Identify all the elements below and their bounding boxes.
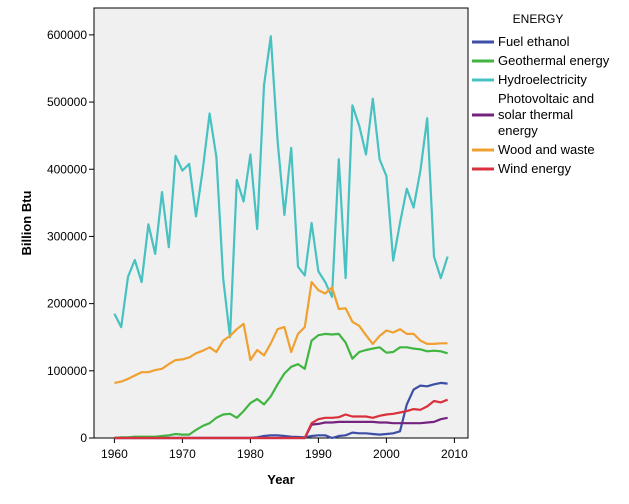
legend-label: energy: [498, 123, 538, 138]
x-tick-label: 1970: [169, 447, 196, 461]
legend-item-hydroelectricity: Hydroelectricity: [472, 72, 587, 87]
series-line-wind-energy: [114, 398, 449, 440]
legend: ENERGY Fuel ethanol Geothermal energy Hydr…: [472, 12, 610, 176]
y-tick-label: 400000: [47, 162, 87, 176]
x-tick-label: 1990: [305, 447, 332, 461]
series-line-hydroelectricity: [113, 35, 449, 339]
x-tick-label: 1980: [237, 447, 264, 461]
legend-title: ENERGY: [513, 12, 564, 26]
x-axis-title: Year: [267, 472, 294, 487]
legend-item-wind-energy: Wind energy: [472, 161, 571, 176]
series-lines: [113, 35, 449, 440]
legend-label: Fuel ethanol: [498, 34, 570, 49]
legend-item-geothermal-energy: Geothermal energy: [472, 53, 610, 68]
legend-label: Wood and waste: [498, 142, 595, 157]
y-tick-label: 500000: [47, 95, 87, 109]
legend-label: Geothermal energy: [498, 53, 610, 68]
legend-item-fuel-ethanol: Fuel ethanol: [472, 34, 570, 49]
series-line-geothermal-energy: [114, 332, 448, 440]
x-tick-label: 2010: [441, 447, 468, 461]
y-axis-title: Billion Btu: [19, 190, 34, 255]
legend-label: Wind energy: [498, 161, 571, 176]
x-tick-label: 1960: [101, 447, 128, 461]
y-tick-label: 600000: [47, 28, 87, 42]
legend-label: Hydroelectricity: [498, 72, 587, 87]
y-tick-label: 300000: [47, 229, 87, 243]
plot-background: [93, 7, 469, 439]
y-tick-label: 0: [80, 431, 87, 445]
legend-label: solar thermal: [498, 107, 573, 122]
series-line-wood-and-waste: [114, 281, 448, 384]
legend-item-wood-and-waste: Wood and waste: [472, 142, 595, 157]
legend-label: Photovoltaic and: [498, 91, 594, 106]
y-tick-label: 200000: [47, 297, 87, 311]
y-axis: 0 100000 200000 300000 400000 500000 600000: [47, 28, 94, 445]
y-tick-label: 100000: [47, 364, 87, 378]
x-tick-label: 2000: [373, 447, 400, 461]
x-axis: 1960 1970 1980 1990 2000 2010: [101, 438, 468, 461]
